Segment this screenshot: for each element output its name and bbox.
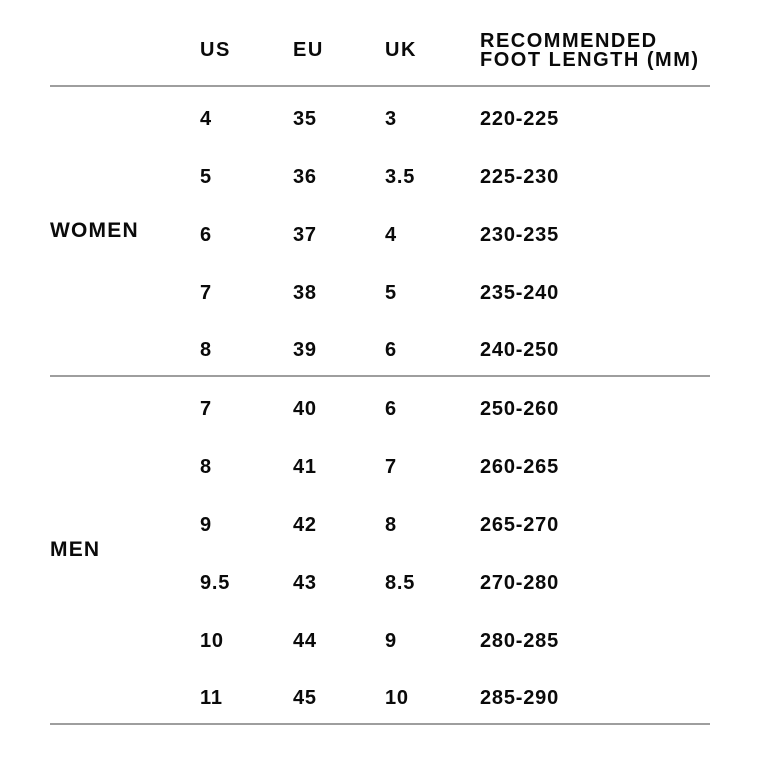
cell-foot: 285-290: [480, 687, 559, 709]
table-row: 11 45 10 285-290: [50, 666, 710, 724]
cell-eu: 39: [293, 339, 317, 361]
size-chart-table: US EU UK RECOMMENDED FOOT LENGTH (MM) WO…: [50, 0, 710, 725]
cell-us: 7: [200, 375, 293, 434]
cell-eu: 44: [293, 629, 317, 652]
group-label-men: MEN: [50, 375, 200, 724]
cell-uk: 7: [385, 455, 397, 478]
cell-uk: 3.5: [385, 165, 416, 188]
header-row: US EU UK RECOMMENDED FOOT LENGTH (MM): [50, 0, 710, 87]
cell-eu: 43: [293, 571, 317, 594]
cell-eu: 42: [293, 513, 317, 536]
cell-foot: 220-225: [480, 108, 559, 130]
cell-foot: 265-270: [480, 513, 559, 536]
cell-eu: 41: [293, 455, 317, 478]
col-header-eu: EU: [293, 0, 385, 87]
table-row: 5 36 3.5 225-230: [50, 144, 710, 202]
col-header-foot-length: RECOMMENDED FOOT LENGTH (MM): [480, 0, 710, 87]
table-row: 6 37 4 230-235: [50, 202, 710, 260]
cell-eu: 40: [293, 375, 385, 434]
cell-foot: 280-285: [480, 629, 559, 652]
table-row: 7 38 5 235-240: [50, 260, 710, 318]
cell-foot: 235-240: [480, 281, 559, 304]
group-label-women: WOMEN: [50, 219, 139, 242]
group-women: WOMEN 4 35 3 220-225 5 36 3.5 225-230 6 37 4 230-235…: [50, 86, 710, 376]
cell-uk: 9: [385, 629, 397, 652]
cell-eu: 45: [293, 687, 317, 709]
cell-eu: 36: [293, 165, 317, 188]
cell-us: 4: [200, 108, 212, 130]
table-row: WOMEN 4 35 3 220-225: [50, 86, 710, 242]
cell-foot: 260-265: [480, 455, 559, 478]
cell-us: 9: [200, 513, 212, 536]
table-row: 8 39 6 240-250: [50, 318, 710, 376]
cell-uk: 5: [385, 281, 397, 304]
cell-foot: 270-280: [480, 571, 559, 594]
cell-us: 7: [200, 281, 212, 304]
cell-uk: 10: [385, 687, 409, 709]
table-row: 8 41 7 260-265: [50, 434, 710, 492]
cell-us: 10: [200, 629, 224, 652]
col-header-group: [50, 0, 200, 87]
cell-uk: 8.5: [385, 571, 416, 594]
cell-us: 5: [200, 165, 212, 188]
col-header-us: US: [200, 0, 293, 87]
cell-uk: 3: [385, 108, 397, 130]
cell-foot: 240-250: [480, 339, 559, 361]
cell-us: 9.5: [200, 571, 231, 594]
table-row: 10 44 9 280-285: [50, 608, 710, 666]
size-chart: US EU UK RECOMMENDED FOOT LENGTH (MM) WO…: [50, 0, 710, 725]
cell-us: 8: [200, 455, 212, 478]
cell-us: 11: [200, 687, 223, 709]
cell-uk: 6: [385, 375, 480, 434]
cell-us: 6: [200, 223, 212, 246]
table-row: 9.5 43 8.5 270-280: [50, 550, 710, 608]
cell-eu: 38: [293, 281, 317, 304]
cell-eu: 35: [293, 108, 317, 130]
table-row: 9 42 8 265-270: [50, 492, 710, 550]
table-row: MEN 7 40 6 250-260: [50, 375, 710, 724]
cell-us: 8: [200, 339, 212, 361]
cell-uk: 8: [385, 513, 397, 536]
cell-eu: 37: [293, 223, 317, 246]
cell-uk: 6: [385, 339, 397, 361]
cell-uk: 4: [385, 223, 397, 246]
col-header-uk: UK: [385, 0, 480, 87]
cell-foot: 225-230: [480, 165, 559, 188]
cell-foot: 230-235: [480, 223, 559, 246]
cell-foot: 250-260: [480, 375, 710, 434]
group-men: MEN 7 40 6 250-260 8 41 7 260-265 9 42 8 265-270 9.5 4…: [50, 375, 710, 724]
